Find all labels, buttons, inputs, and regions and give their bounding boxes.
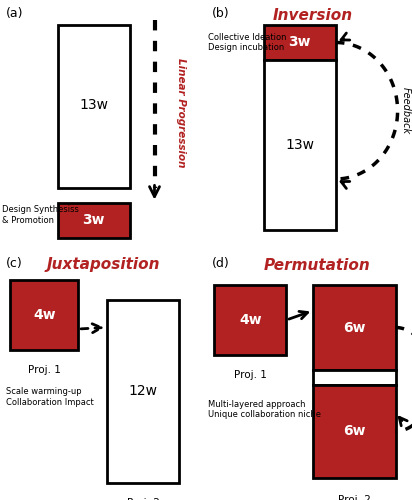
Text: Collective Ideation
Design incubation: Collective Ideation Design incubation bbox=[208, 33, 287, 52]
Text: Proj. 2: Proj. 2 bbox=[338, 495, 371, 500]
Text: Proj. 1: Proj. 1 bbox=[234, 370, 267, 380]
Bar bbox=[313, 385, 396, 478]
Bar bbox=[10, 280, 78, 350]
Bar bbox=[313, 370, 396, 385]
Text: 13w: 13w bbox=[79, 98, 108, 112]
Text: (c): (c) bbox=[6, 258, 23, 270]
Text: Juxtaposition: Juxtaposition bbox=[46, 258, 160, 272]
Bar bbox=[264, 60, 336, 230]
Text: 12w: 12w bbox=[129, 384, 158, 398]
Text: Inversion: Inversion bbox=[273, 8, 353, 22]
Text: Feedback: Feedback bbox=[401, 87, 411, 134]
Text: 3w: 3w bbox=[82, 213, 105, 227]
Text: 4w: 4w bbox=[239, 313, 262, 327]
Text: (b): (b) bbox=[212, 8, 230, 20]
Text: Proj. 2: Proj. 2 bbox=[127, 498, 159, 500]
Text: Permutation: Permutation bbox=[264, 258, 371, 272]
Text: Scale warming-up
Collaboration Impact: Scale warming-up Collaboration Impact bbox=[6, 388, 94, 407]
Text: (d): (d) bbox=[212, 258, 230, 270]
Bar bbox=[58, 25, 130, 188]
Bar bbox=[214, 285, 286, 355]
Text: 6w: 6w bbox=[343, 424, 365, 438]
Text: Linear Progression: Linear Progression bbox=[176, 58, 186, 167]
Bar bbox=[107, 300, 179, 482]
Bar bbox=[313, 285, 396, 370]
Bar bbox=[264, 25, 336, 60]
Text: Multi-layered approach
Unique collaboration niche: Multi-layered approach Unique collaborat… bbox=[208, 400, 321, 419]
Text: Design Synthesiss
& Promotion: Design Synthesiss & Promotion bbox=[2, 206, 79, 225]
Text: 6w: 6w bbox=[343, 320, 365, 334]
Text: 3w: 3w bbox=[288, 36, 311, 50]
Text: (a): (a) bbox=[6, 8, 23, 20]
Bar bbox=[58, 202, 130, 237]
Text: Proj. 1: Proj. 1 bbox=[28, 365, 61, 375]
Text: 13w: 13w bbox=[285, 138, 314, 152]
Text: 4w: 4w bbox=[33, 308, 56, 322]
